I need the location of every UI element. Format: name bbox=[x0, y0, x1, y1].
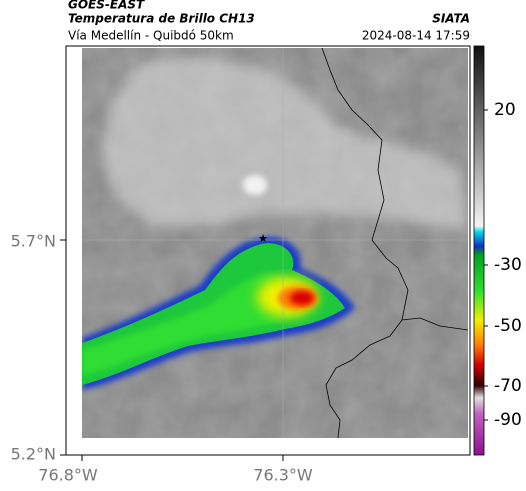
colorbar-tick-label: -70 bbox=[494, 376, 522, 396]
subtitle: Temperatura de Brillo CH13 bbox=[68, 12, 255, 26]
lat-label: 5.2°N bbox=[11, 445, 56, 464]
colorbar-ticks: 20 -30 -50 -70 -90 bbox=[484, 100, 522, 430]
colorbar-tick-label: 20 bbox=[494, 100, 516, 120]
svg-text:★: ★ bbox=[258, 232, 268, 245]
satellite-image: ★ bbox=[82, 48, 468, 438]
lon-label: 76.8°W bbox=[38, 466, 98, 485]
colorbar-tick-label: -30 bbox=[494, 255, 522, 275]
title: GOES-EAST bbox=[68, 0, 145, 12]
region: Vía Medellín - Quibdó 50km bbox=[68, 29, 234, 43]
source: SIATA bbox=[432, 12, 470, 26]
lon-label: 76.3°W bbox=[253, 466, 313, 485]
lat-label: 5.7°N bbox=[11, 232, 56, 251]
colorbar-tick-label: -90 bbox=[494, 410, 522, 430]
timestamp: 2024-08-14 17:59 bbox=[362, 29, 470, 43]
colorbar bbox=[473, 45, 485, 456]
colorbar-tick-label: -50 bbox=[494, 316, 522, 336]
